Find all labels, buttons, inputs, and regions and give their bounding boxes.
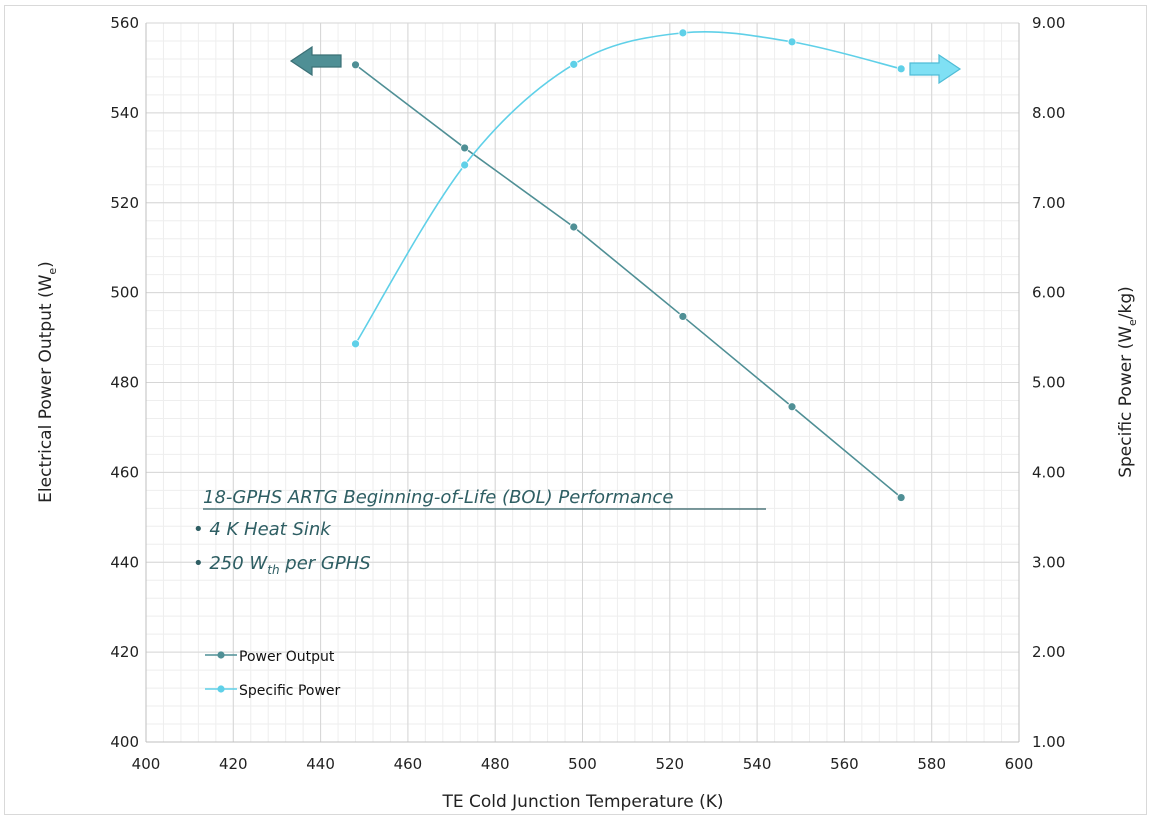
annotation-bullet-1: • 4 K Heat Sink [193, 519, 332, 540]
data-point-specific-power [787, 37, 797, 47]
y2-tick-label: 3.00 [1032, 553, 1065, 571]
x-tick-label: 400 [132, 755, 161, 773]
x-tick-label: 520 [655, 755, 684, 773]
y-axis-title: Electrical Power Output (We) [36, 261, 59, 503]
x-tick-label: 460 [394, 755, 423, 773]
data-point-specific-power [569, 59, 579, 69]
legend-label-power-output: Power Output [239, 649, 335, 665]
series-line-power-output [355, 64, 902, 499]
x-tick-label: 500 [568, 755, 597, 773]
y-tick-label: 420 [110, 643, 139, 661]
x-axis-title: TE Cold Junction Temperature (K) [441, 792, 723, 812]
data-point-specific-power [351, 339, 360, 349]
y2-axis-title-suffix: /kg) [1116, 286, 1136, 319]
y-tick-label: 400 [110, 733, 139, 751]
y2-tick-label: 4.00 [1032, 463, 1065, 481]
y2-tick-labels: 1.00 2.00 3.00 4.00 5.00 6.00 7.00 8.00 9.00 [1032, 14, 1065, 751]
y-axis-title-text: Electrical Power Output (W [36, 274, 56, 502]
legend-label-specific-power: Specific Power [239, 683, 341, 699]
y2-axis-title-text: Specific Power (W [1116, 326, 1136, 478]
y2-tick-label: 2.00 [1032, 643, 1065, 661]
x-tick-label: 540 [743, 755, 772, 773]
data-point-specific-power [896, 64, 906, 74]
y2-tick-label: 9.00 [1032, 14, 1065, 32]
annotation-bullet-2: • 250 Wth per GPHS [193, 553, 371, 577]
y2-tick-label: 6.00 [1032, 284, 1065, 302]
x-tick-label: 600 [1005, 755, 1034, 773]
y2-tick-label: 8.00 [1032, 104, 1065, 122]
annotation-bullet-2-text: 250 W [209, 553, 268, 574]
data-point-power-output [678, 312, 688, 321]
y-tick-label: 520 [110, 194, 139, 212]
data-point-specific-power [678, 28, 688, 38]
y2-axis-title: Specific Power (We/kg) [1116, 286, 1139, 478]
data-point-power-output [787, 402, 797, 412]
y-tick-labels: 400 420 440 460 480 500 520 540 560 [110, 14, 139, 751]
y-axis-title-subscript: e [46, 268, 59, 275]
legend-item-specific-power: Specific Power [205, 683, 341, 699]
y-tick-label: 540 [110, 104, 139, 122]
y-tick-label: 440 [110, 553, 139, 571]
arrow-right-icon [909, 53, 962, 85]
x-tick-label: 560 [830, 755, 859, 773]
x-tick-labels: 400 420 440 460 480 500 520 540 560 580 600 [132, 755, 1034, 773]
annotation-bullet-2-subscript: th [267, 563, 279, 577]
data-point-power-output [569, 222, 579, 232]
x-tick-label: 420 [219, 755, 248, 773]
y-tick-label: 560 [110, 14, 139, 32]
series-layer [351, 28, 906, 502]
y-tick-label: 500 [110, 284, 139, 302]
y2-tick-label: 5.00 [1032, 374, 1065, 392]
y2-tick-label: 1.00 [1032, 733, 1065, 751]
y2-axis-title-subscript: e [1126, 319, 1139, 326]
x-tick-label: 440 [306, 755, 335, 773]
data-point-specific-power [460, 160, 470, 170]
major-gridlines [145, 22, 1020, 743]
y-tick-label: 460 [110, 463, 139, 481]
data-point-power-output [896, 493, 906, 502]
annotation-bullet-1-text: 4 K Heat Sink [209, 519, 332, 540]
x-tick-label: 580 [917, 755, 946, 773]
annotation-box: 18-GPHS ARTG Beginning-of-Life (BOL) Per… [193, 487, 766, 577]
series-line-specific-power [354, 31, 902, 345]
y2-tick-label: 7.00 [1032, 194, 1065, 212]
data-point-power-output [351, 60, 360, 70]
y-tick-label: 480 [110, 374, 139, 392]
y-axis-title-suffix: ) [36, 261, 56, 268]
annotation-bullet-2-suffix: per GPHS [280, 553, 371, 574]
data-point-power-output [460, 143, 470, 153]
axis-arrows [289, 45, 962, 85]
annotation-title: 18-GPHS ARTG Beginning-of-Life (BOL) Per… [203, 487, 673, 508]
legend: Power Output Specific Power [205, 649, 341, 699]
legend-item-power-output: Power Output [205, 649, 335, 665]
arrow-left-icon [289, 45, 342, 77]
x-tick-label: 480 [481, 755, 510, 773]
